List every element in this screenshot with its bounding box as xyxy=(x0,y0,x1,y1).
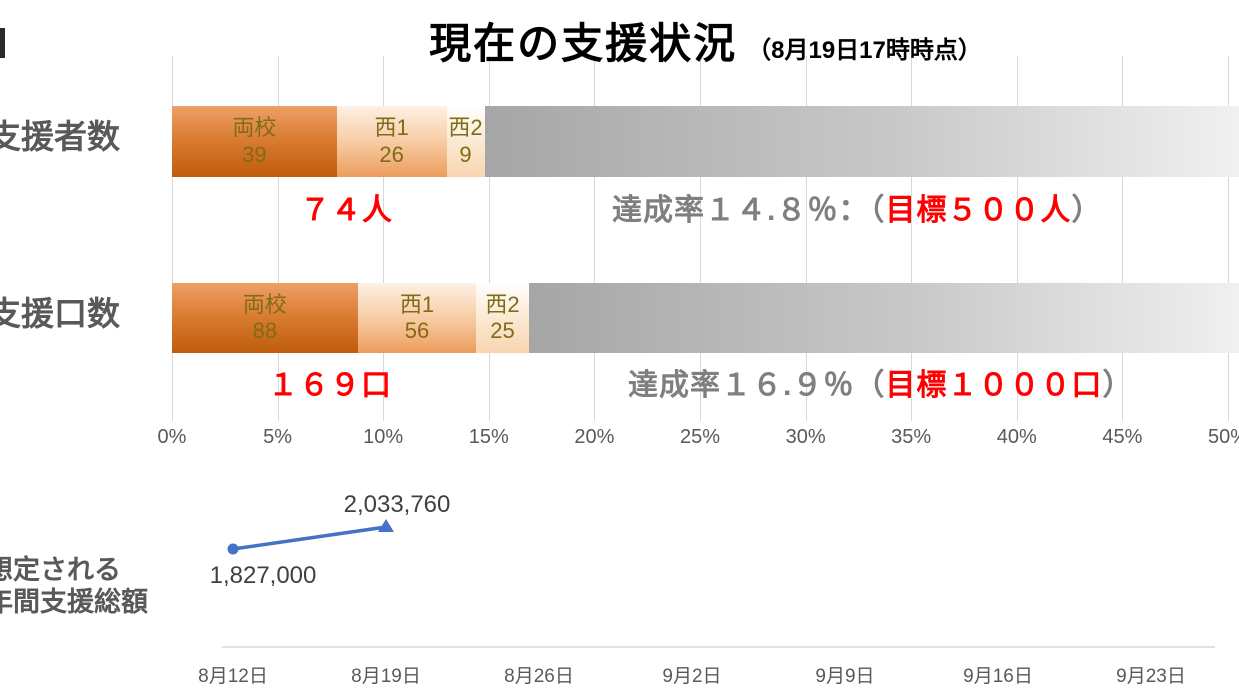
x-axis-tick: 40% xyxy=(996,426,1037,448)
gridline xyxy=(383,56,385,421)
achievement-rate-units: 達成率１６.９％（目標１０００口） xyxy=(628,360,1133,404)
goal-open-paren: （ xyxy=(854,369,886,402)
date-axis-label: 9月16日 xyxy=(963,666,1033,687)
line-chart-axis-title: 想定される 年間支援総額 xyxy=(0,555,148,619)
goal-text: 目標５００人 xyxy=(885,194,1072,227)
bar-row: 両校 88 西1 56 西2 25 xyxy=(0,283,1239,353)
bar-segment-nishi-2: 西2 25 xyxy=(476,283,529,353)
data-label-latest-point: 2,033,760 xyxy=(343,491,451,518)
bar-remainder xyxy=(528,283,1239,353)
date-axis-label: 9月9日 xyxy=(815,666,875,687)
x-axis-tick: 20% xyxy=(574,426,615,448)
gridline xyxy=(1016,56,1018,421)
goal-close-paren: ） xyxy=(1102,369,1134,402)
date-axis: 8月12日 8月19日 8月26日 9月2日 9月9日 9月16日 9月23日 xyxy=(0,661,1239,691)
percent-axis: 0% 5% 10% 15% 20% 25% 30% 35% 40% 45% 50% xyxy=(0,426,1239,454)
segment-value: 39 xyxy=(242,141,267,167)
point-marker-triangle xyxy=(378,519,394,532)
date-axis-label: 8月12日 xyxy=(198,666,268,687)
date-axis-label: 8月26日 xyxy=(504,666,574,687)
category-label-unit-count: 支援口数 xyxy=(0,295,120,332)
gridline xyxy=(911,56,913,421)
bar-segment-both-schools: 両校 88 xyxy=(172,283,358,353)
x-axis-tick: 10% xyxy=(363,426,404,448)
gridline xyxy=(700,56,701,421)
gridline xyxy=(1228,56,1229,421)
chart-subtitle: （8月19日17時時点） xyxy=(747,37,982,64)
total-supporters-annotation: ７４人 xyxy=(300,194,393,227)
x-axis-tick: 30% xyxy=(785,426,826,448)
gridline xyxy=(594,56,596,421)
segment-name: 両校 xyxy=(242,291,287,317)
achievement-rate-supporters: 達成率１４.８％：（目標５００人） xyxy=(612,185,1102,229)
x-axis-tick: 5% xyxy=(263,426,293,448)
line-chart-axis-title-line1: 想定される xyxy=(0,555,121,585)
date-axis-line xyxy=(222,646,1215,648)
gridline xyxy=(277,56,279,421)
bar-segment-nishi-1: 西1 26 xyxy=(336,106,447,177)
gridline xyxy=(172,56,173,421)
gridline xyxy=(805,56,807,421)
segment-name: 西2 xyxy=(485,291,520,317)
chart-title-block: 現在の支援状況 （8月19日17時時点） xyxy=(172,10,1239,71)
rate-text: 達成率１４.８％： xyxy=(612,194,870,227)
bar-row: 両校 39 西1 26 西2 9 xyxy=(0,106,1239,177)
segment-name: 両校 xyxy=(232,115,277,141)
segment-value: 25 xyxy=(490,318,515,343)
x-axis-tick: 0% xyxy=(157,426,187,448)
clipped-edge-artifact xyxy=(0,28,5,58)
gridline xyxy=(488,56,490,421)
x-axis-tick: 25% xyxy=(679,426,721,448)
segment-name: 西1 xyxy=(374,115,409,141)
segment-value: 26 xyxy=(379,141,404,167)
date-axis-label: 8月19日 xyxy=(351,666,421,687)
chart-title: 現在の支援状況 xyxy=(429,20,738,67)
data-label-first-point: 1,827,000 xyxy=(209,562,317,589)
x-axis-tick: 35% xyxy=(891,426,932,448)
bar-remainder xyxy=(484,106,1239,177)
total-units-annotation: １６９口 xyxy=(268,369,392,402)
bar-segment-nishi-1: 西1 56 xyxy=(357,283,477,353)
gridline xyxy=(1122,56,1124,421)
x-axis-tick: 15% xyxy=(468,426,509,448)
x-axis-tick: 45% xyxy=(1102,426,1143,448)
rate-text: 達成率１６.９％ xyxy=(628,369,855,402)
segment-value: 9 xyxy=(459,141,472,167)
annual-support-line-chart xyxy=(227,519,394,555)
x-axis-tick: 50% xyxy=(1207,426,1239,448)
goal-close-paren: ） xyxy=(1071,194,1103,227)
goal-open-paren: （ xyxy=(869,194,886,227)
date-axis-label: 9月2日 xyxy=(662,666,722,687)
segment-name: 西2 xyxy=(448,115,483,141)
line-chart-axis-title-line2: 年間支援総額 xyxy=(0,586,148,617)
goal-text: 目標１０００口 xyxy=(885,369,1103,402)
segment-name: 西1 xyxy=(399,291,435,317)
segment-value: 56 xyxy=(404,318,430,343)
date-axis-label: 9月23日 xyxy=(1116,666,1186,687)
segment-value: 88 xyxy=(252,318,278,343)
trend-line xyxy=(232,525,387,551)
category-label-supporter-count: 支援者数 xyxy=(0,118,120,155)
point-marker-circle xyxy=(227,543,239,555)
bar-segment-nishi-2: 西2 9 xyxy=(446,106,485,177)
bar-segment-both-schools: 両校 39 xyxy=(172,106,337,177)
